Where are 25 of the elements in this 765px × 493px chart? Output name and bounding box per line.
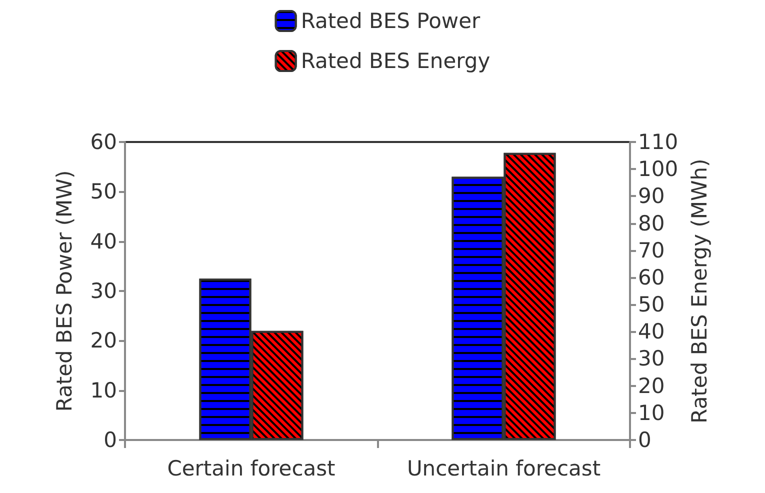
y2-tick-label: 70: [638, 238, 665, 262]
y2-tick-label: 30: [638, 346, 665, 371]
y-axis-title: Rated BES Power (MW): [52, 170, 76, 412]
legend-label: Rated BES Power: [300, 9, 481, 33]
y2-tick-label: 20: [638, 374, 665, 398]
x-tick-label: Certain forecast: [167, 456, 336, 480]
y-tick-label: 50: [90, 180, 117, 204]
y2-tick-label: 90: [638, 184, 665, 208]
legend-label: Rated BES Energy: [300, 49, 490, 73]
y-tick-label: 40: [90, 229, 117, 254]
y2-tick-label: 40: [638, 320, 665, 344]
y2-tick-label: 60: [638, 265, 665, 290]
x-tick-label: Uncertain forecast: [406, 456, 601, 480]
y2-tick-label: 110: [638, 130, 678, 154]
y-tick-label: 60: [90, 130, 117, 154]
y-tick-label: 30: [90, 279, 117, 303]
y2-tick-label: 100: [638, 157, 678, 182]
y-tick-label: 0: [104, 428, 117, 452]
y-tick-label: 10: [90, 378, 117, 402]
y-tick-label: 20: [90, 328, 117, 353]
y2-tick-label: 50: [638, 292, 665, 317]
y2-tick-label: 0: [638, 428, 652, 452]
y2-tick-label: 80: [638, 211, 665, 236]
y2-axis-title: Rated BES Energy (MWh): [687, 158, 712, 424]
y2-tick-label: 10: [638, 400, 665, 425]
